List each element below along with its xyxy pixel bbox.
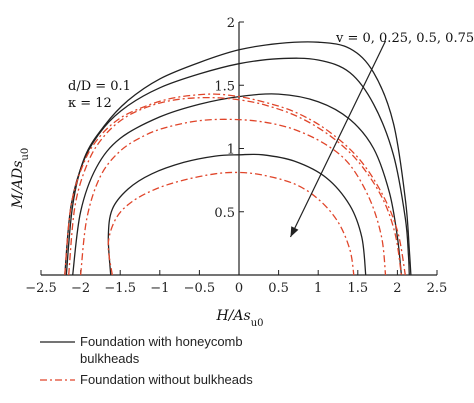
x-tick-label: 1: [314, 281, 322, 296]
series-without-bulkheads-5: [68, 96, 403, 276]
arrow-shaft: [289, 40, 387, 238]
x-tick-label: −1.5: [104, 281, 136, 296]
arrow-layer: [289, 40, 387, 238]
series-with-bulkheads-0: [65, 41, 412, 276]
y-ticks: 0.5 1 1.5 2: [214, 16, 244, 221]
x-tick-label: 2.5: [427, 281, 448, 296]
y-tick-label: 0.5: [214, 206, 235, 221]
x-tick-label: 1.5: [347, 281, 368, 296]
x-tick-label: −2.5: [25, 281, 57, 296]
y-tick-label: 1.5: [214, 79, 235, 94]
x-tick-label: −1: [150, 281, 169, 296]
series-with-bulkheads-1: [64, 57, 410, 276]
x-tick-label: −0.5: [184, 281, 216, 296]
x-tick-label: 0.5: [268, 281, 289, 296]
y-axis-label: M/ADsu0: [10, 148, 31, 209]
param-ratio-label: d/D = 0.1: [68, 79, 131, 94]
series-with-bulkheads-3: [107, 153, 367, 276]
x-axis-label: H/Asu0: [215, 308, 263, 329]
x-tick-label: 2: [393, 281, 401, 296]
legend-dashdot-label: Foundation without bulkheads: [80, 372, 253, 387]
legend-solid-label-line2: bulkheads: [80, 351, 140, 366]
legend: Foundation with honeycomb bulkheads Foun…: [40, 334, 253, 387]
legend-solid-label-line1: Foundation with honeycomb: [80, 334, 243, 349]
x-tick-label: −2: [71, 281, 90, 296]
series-layer: [64, 41, 412, 276]
y-tick-label: 2: [227, 16, 235, 31]
series-with-bulkheads-2: [72, 93, 403, 276]
x-ticks: −2.5 −2 −1.5 −1 −0.5 0 0.5 1 1.5 2 2.5: [25, 270, 447, 296]
series-without-bulkheads-6: [79, 118, 387, 276]
series-without-bulkheads-4: [64, 93, 406, 276]
arrow-head: [290, 226, 299, 238]
x-tick-label: 0: [235, 281, 243, 296]
param-kappa-label: κ = 12: [68, 96, 112, 111]
series-without-bulkheads-7: [107, 171, 355, 276]
y-tick-label: 1: [227, 143, 235, 158]
v-values-label: v = 0, 0.25, 0.5, 0.75: [335, 31, 474, 46]
